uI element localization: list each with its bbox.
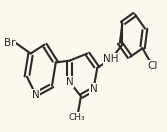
Text: N: N — [90, 84, 97, 94]
Text: N: N — [32, 89, 40, 100]
Text: Br: Br — [4, 38, 16, 48]
Text: Cl: Cl — [147, 61, 158, 71]
Text: NH: NH — [103, 54, 119, 64]
Text: N: N — [66, 77, 73, 87]
Text: CH₃: CH₃ — [69, 113, 86, 122]
